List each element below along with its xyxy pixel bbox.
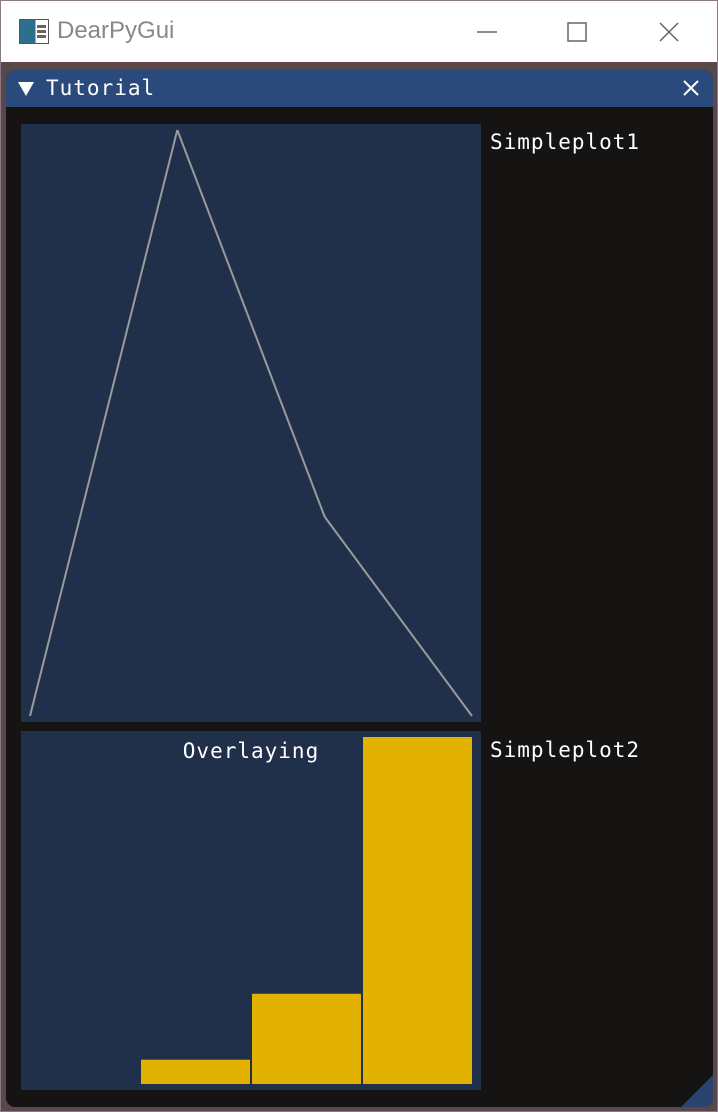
simpleplot2-chart	[141, 737, 472, 1084]
tutorial-title: Tutorial	[46, 76, 156, 100]
close-icon	[659, 21, 679, 42]
maximize-icon	[567, 21, 587, 42]
minimize-icon	[477, 30, 497, 33]
window-titlebar[interactable]: DearPyGui	[1, 1, 717, 62]
triangle-down-icon[interactable]	[18, 82, 34, 96]
histogram-bar	[363, 737, 472, 1084]
simpleplot1-area	[21, 124, 481, 722]
tutorial-titlebar[interactable]: Tutorial	[6, 70, 713, 107]
histogram-bar	[252, 993, 361, 1084]
line-segment	[323, 516, 473, 717]
overlay-text: Overlaying	[182, 739, 320, 763]
close-icon[interactable]	[682, 79, 700, 97]
simpleplot1-label: Simpleplot1	[490, 130, 641, 154]
window-title: DearPyGui	[57, 17, 175, 44]
window-close-button[interactable]	[623, 1, 715, 62]
line-segment	[29, 129, 179, 717]
simpleplot2-label: Simpleplot2	[490, 738, 641, 762]
minimize-button[interactable]	[441, 1, 533, 62]
app-icon	[19, 19, 49, 44]
tutorial-window: Tutorial Simpleplot1 Overlaying Simplepl…	[6, 70, 713, 1107]
simpleplot2-area: Overlaying	[21, 731, 481, 1090]
line-segment	[176, 129, 326, 518]
resize-grip[interactable]	[681, 1075, 713, 1107]
simpleplot1-chart	[29, 129, 473, 717]
histogram-bar	[141, 1059, 250, 1084]
maximize-button[interactable]	[531, 1, 623, 62]
